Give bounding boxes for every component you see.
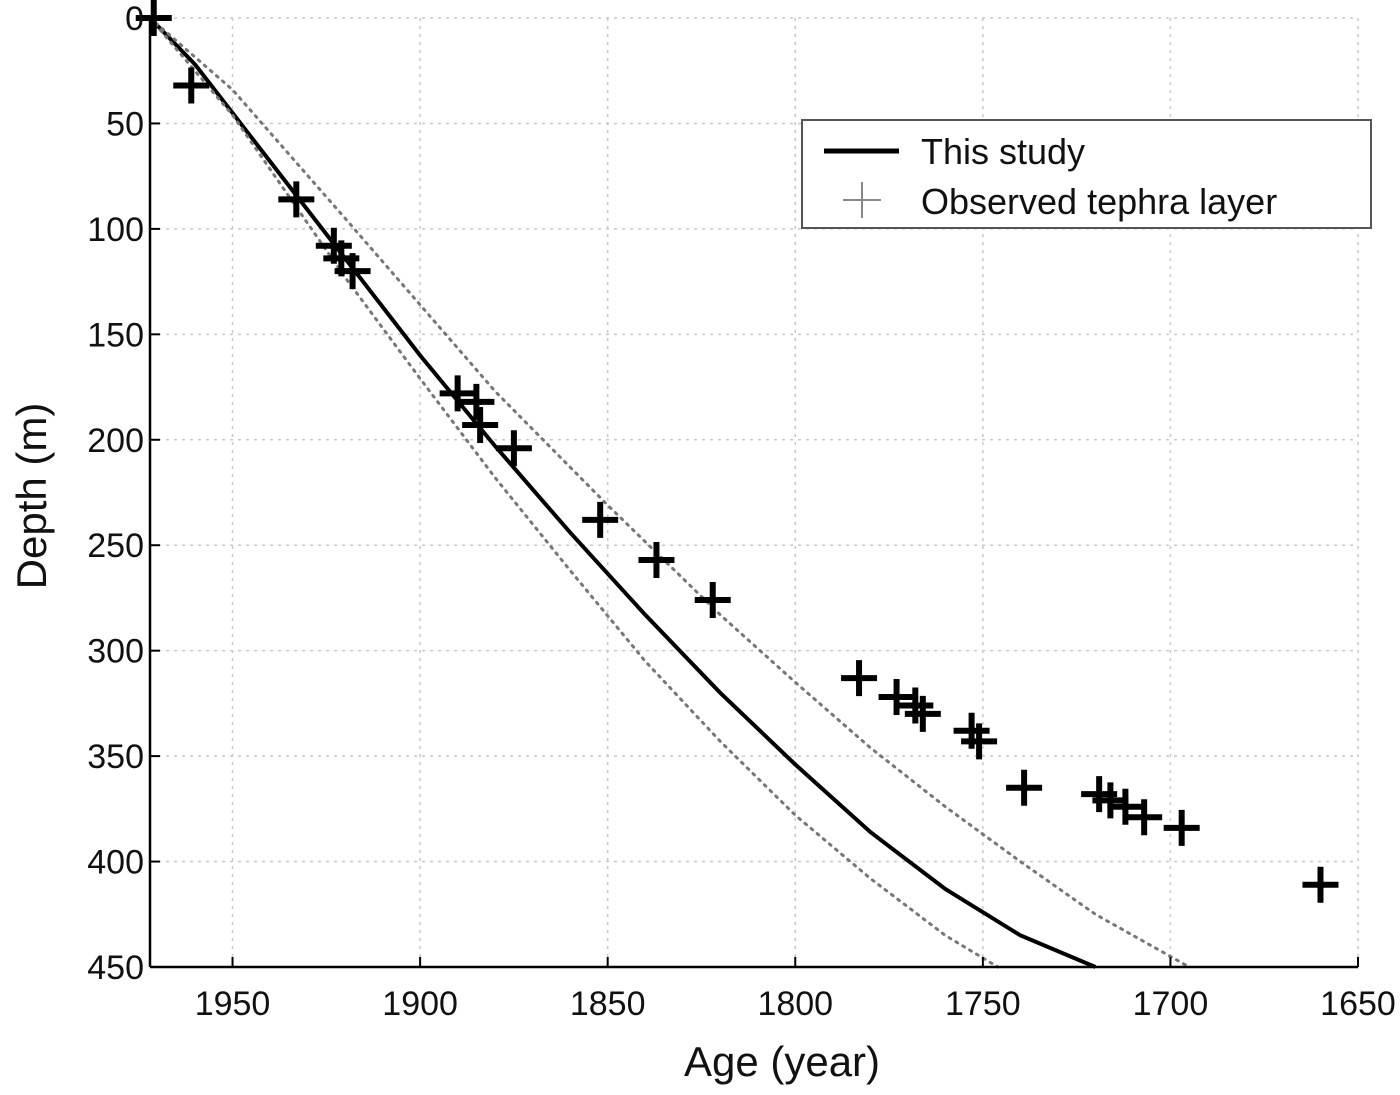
- y-tick-label: 450: [87, 949, 144, 987]
- tephra-point: [1163, 809, 1200, 846]
- y-tick-label: 200: [87, 422, 144, 460]
- x-tick-label: 1650: [1320, 985, 1396, 1023]
- legend-box: [801, 119, 1372, 229]
- legend-plus-swatch: [843, 182, 881, 218]
- y-tick-label: 100: [87, 211, 144, 249]
- tephra-point: [897, 687, 934, 724]
- legend-entry-observed-tephra: Observed tephra layer: [921, 181, 1277, 222]
- y-tick-label: 400: [87, 844, 144, 882]
- legend: This study Observed tephra layer: [801, 119, 1372, 229]
- x-tick-label: 1700: [1133, 985, 1209, 1023]
- x-tick-label: 1800: [757, 985, 833, 1023]
- y-tick-label: 350: [87, 738, 144, 776]
- y-tick-label: 150: [87, 316, 144, 354]
- legend-entry-this-study: This study: [921, 131, 1085, 172]
- tephra-point: [961, 723, 998, 760]
- tephra-point: [694, 582, 731, 619]
- tephra-point: [439, 375, 476, 412]
- y-tick-label: 50: [106, 105, 144, 143]
- tephra-point: [462, 407, 499, 444]
- axes: [148, 17, 1359, 969]
- tephra-point: [582, 501, 619, 538]
- tephra-point: [334, 253, 371, 290]
- tephra-point: [878, 679, 915, 716]
- tephra-point: [458, 383, 495, 420]
- x-tick-label: 1900: [382, 985, 458, 1023]
- x-tick-label: 1850: [570, 985, 646, 1023]
- series-line-bound: [148, 16, 1000, 969]
- x-axis-label: Age (year): [684, 1038, 880, 1085]
- tephra-point: [841, 660, 878, 697]
- tephra-point: [1006, 769, 1043, 806]
- x-tick-label: 1750: [945, 985, 1021, 1023]
- y-axis-label: Depth (m): [8, 403, 55, 590]
- tephra-point: [904, 695, 941, 732]
- tick-labels: 1950 1900 1850 1800 1750 1700 1650 0 50 100 150 200…: [87, 0, 1396, 1023]
- y-tick-label: 0: [125, 0, 144, 38]
- series-line-bound: [148, 16, 1191, 969]
- plot-area: [135, 0, 1339, 969]
- tephra-point: [1092, 782, 1129, 819]
- y-tick-label: 300: [87, 633, 144, 671]
- y-tick-label: 250: [87, 527, 144, 565]
- tephra-point: [638, 541, 675, 578]
- tephra-point: [1107, 788, 1144, 825]
- tephra-point: [1302, 866, 1339, 903]
- x-tick-label: 1950: [195, 985, 271, 1023]
- tephra-point: [173, 67, 210, 104]
- tephra-point: [278, 181, 315, 218]
- tephra-point: [1126, 799, 1163, 836]
- series-line-this-study: [148, 16, 1097, 969]
- tephra-point: [495, 430, 532, 467]
